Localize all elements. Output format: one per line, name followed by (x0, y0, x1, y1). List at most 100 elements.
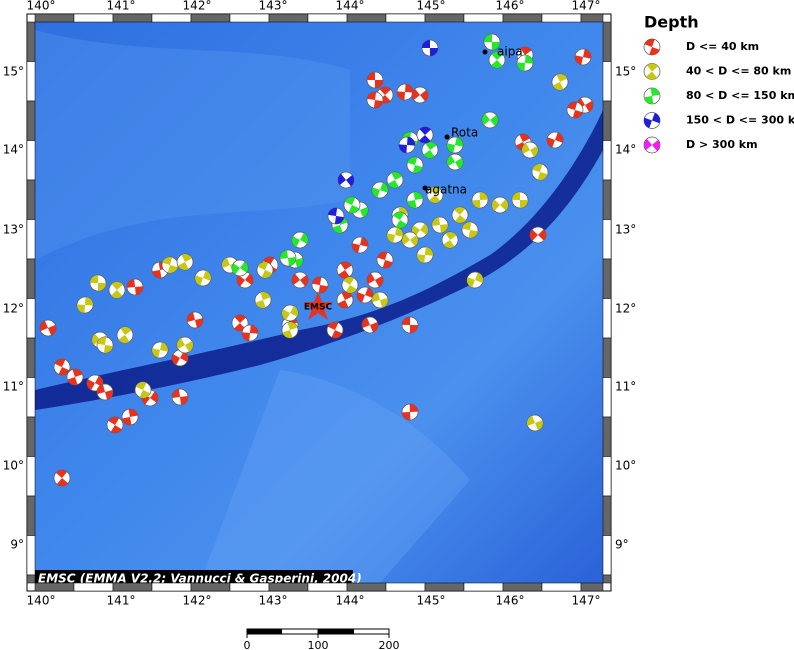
marker-label: EMSC (304, 303, 333, 313)
beachball-quadrant (372, 292, 388, 308)
beachball-quadrant (443, 232, 457, 248)
frame-segment (190, 582, 231, 592)
beachball-quadrant (462, 221, 478, 239)
place-label: Rota (451, 126, 478, 140)
beachball-quadrant (344, 196, 360, 214)
scale-label: 0 (244, 639, 251, 650)
graticule-labels: 140° 140° 141° 141° 142° 142° 143° 143° 144° 144°… (3, 0, 637, 608)
lon-label: 145° (417, 0, 446, 13)
beachball-quadrant (645, 63, 659, 80)
beachball-quadrant (447, 137, 463, 153)
lon-label: 146° (496, 594, 525, 608)
beachball-quadrant (135, 381, 151, 399)
frame-segment (26, 179, 36, 220)
place-label: aipa (497, 45, 523, 59)
beachball-quadrant (162, 256, 178, 274)
frame-segment (602, 337, 612, 378)
beachball-quadrant (484, 34, 500, 50)
beachball-quadrant (292, 273, 308, 287)
frame-segment (541, 582, 582, 592)
legend-label: 150 < D <= 300 km (686, 114, 794, 127)
legend-title: Depth (644, 13, 699, 32)
frame-segment (307, 582, 348, 592)
frame-segment (602, 495, 612, 536)
beachball-quadrant (263, 256, 277, 274)
beachball-quadrant (416, 247, 434, 263)
beachball-quadrant (172, 389, 188, 405)
beachball-quadrant (122, 408, 138, 426)
frame-segment (229, 582, 270, 592)
ridge (35, 30, 350, 260)
frame-segment (424, 13, 465, 23)
frame-segment (26, 535, 36, 576)
beachball-quadrant (332, 216, 348, 234)
beachball-quadrant (402, 233, 418, 247)
frame-segment (26, 100, 36, 141)
frame-segment (602, 219, 612, 260)
seamount (200, 370, 470, 583)
beachball-quadrant (512, 191, 528, 209)
beachball-quadrant (396, 84, 414, 100)
frame-segment (602, 416, 612, 457)
scale-bar-segment (247, 629, 282, 634)
beachball-quadrant (422, 40, 438, 56)
lat-label: 12° (615, 302, 636, 316)
lat-label: 13° (615, 223, 636, 237)
frame-ticks (26, 13, 612, 592)
lon-label: 144° (336, 594, 365, 608)
lon-label: 146° (496, 0, 525, 13)
frame-segment (307, 13, 348, 23)
frame-segment (385, 582, 426, 592)
lon-label: 143° (259, 594, 288, 608)
beachball-quadrant (237, 273, 253, 287)
beachball-quadrant (367, 72, 383, 88)
beachball-quadrant (312, 276, 328, 294)
beachball-quadrant (177, 254, 193, 270)
lon-label: 147° (572, 594, 601, 608)
lat-label: 15° (615, 65, 636, 79)
frame-segment (602, 61, 612, 102)
beachball-quadrant (491, 51, 503, 69)
frame-segment (26, 495, 36, 536)
beachball-quadrant (90, 275, 106, 291)
town-dot (422, 185, 428, 191)
beachball-quadrant (575, 49, 591, 65)
frame-segment (463, 582, 504, 592)
beachball-quadrant (547, 132, 563, 148)
lon-label: 144° (336, 0, 365, 13)
beachball-quadrant (423, 141, 437, 159)
frame-segment (73, 582, 114, 592)
beachball-quadrant (576, 98, 594, 112)
frame-segment (26, 219, 36, 260)
lat-label: 11° (615, 380, 636, 394)
beachball-quadrant (387, 172, 403, 188)
beachball-quadrant (522, 143, 538, 157)
beachball-quadrant (466, 272, 484, 288)
legend-label: 80 < D <= 150 km (686, 89, 794, 102)
beachball-quadrant (111, 281, 123, 299)
beachball-quadrant (407, 156, 423, 174)
beachball-quadrant (482, 113, 498, 127)
beachball-quadrant (152, 342, 168, 358)
frame-segment (229, 13, 270, 23)
beachball-quadrant (280, 250, 296, 266)
frame-segment (151, 13, 192, 23)
beachball-quadrant (532, 163, 548, 181)
beachball-quadrant (429, 187, 441, 203)
frame-segment (602, 298, 612, 339)
beachball-quadrant (97, 337, 113, 353)
beachball-quadrant (644, 39, 660, 55)
lat-label: 10° (615, 459, 636, 473)
beachball-quadrant (552, 73, 568, 91)
scale-label: 100 (308, 639, 329, 650)
beachball-quadrant (367, 92, 383, 108)
beachball-quadrant (141, 391, 159, 405)
beachball-quadrant (67, 368, 83, 386)
beachball-quadrant (195, 270, 211, 286)
frame-segment (346, 582, 387, 592)
frame-segment (151, 582, 192, 592)
lon-label: 141° (107, 0, 136, 13)
town-dot (482, 49, 488, 55)
frame-segment (26, 574, 36, 584)
emsc-star (303, 292, 333, 320)
